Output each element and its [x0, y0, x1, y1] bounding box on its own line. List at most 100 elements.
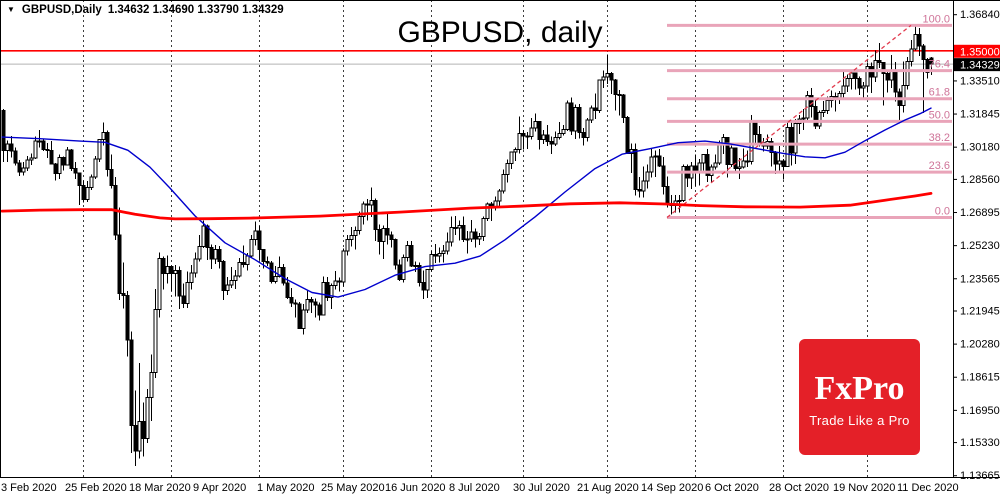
candle	[753, 120, 758, 144]
candle-body-down	[409, 245, 414, 267]
date-tick-label: 18 Mar 2020	[129, 482, 191, 494]
candle	[497, 188, 502, 207]
candle	[741, 148, 746, 169]
candle	[861, 82, 866, 99]
candle	[65, 146, 70, 166]
candle-body-down	[885, 72, 890, 81]
candle-body-down	[297, 303, 302, 329]
candle	[925, 57, 930, 79]
candle	[281, 264, 286, 286]
candle	[277, 256, 282, 278]
candle-body-up	[501, 173, 506, 192]
candle-body-up	[913, 33, 918, 50]
candle-body-up	[605, 73, 610, 78]
candle-body-up	[429, 253, 434, 271]
candle	[797, 115, 802, 135]
candle-body-down	[397, 264, 402, 281]
candle-body-up	[353, 230, 358, 236]
date-tick-label: 9 Apr 2020	[193, 482, 246, 494]
candle-body-up	[681, 166, 686, 202]
candle	[597, 79, 602, 113]
symbol-dropdown-icon[interactable]: ▼	[7, 5, 15, 14]
candle	[21, 162, 26, 176]
candle	[521, 129, 526, 150]
candle-body-up	[65, 149, 70, 166]
candle	[445, 232, 450, 255]
candle-body-up	[89, 176, 94, 189]
candle	[613, 79, 618, 111]
candle-body-up	[901, 84, 906, 107]
candle	[233, 270, 238, 289]
candle	[913, 25, 918, 51]
candle-body-down	[893, 70, 898, 93]
candle-body-down	[261, 249, 266, 263]
candle-body-down	[217, 249, 222, 262]
candle-body-down	[393, 238, 398, 266]
candle	[489, 201, 494, 221]
candle	[129, 331, 134, 454]
candle-body-up	[909, 48, 914, 62]
candle-body-up	[29, 157, 34, 161]
candle	[801, 109, 806, 130]
candle-body-up	[149, 371, 154, 399]
candle	[253, 221, 258, 246]
date-axis: 3 Feb 2020 25 Feb 2020 18 Mar 2020 9 Apr 20…	[1, 482, 959, 494]
candle	[93, 155, 98, 180]
candle-body-up	[653, 155, 658, 158]
candle-body-up	[249, 238, 254, 257]
candle-body-down	[525, 135, 530, 138]
candle-body-up	[213, 249, 218, 260]
candle	[41, 139, 46, 152]
candle-body-up	[541, 134, 546, 141]
candle-body-up	[357, 215, 362, 232]
candle	[9, 136, 14, 158]
candle-body-down	[745, 160, 750, 163]
candle-body-up	[585, 119, 590, 139]
candle-body-up	[369, 199, 374, 206]
chart-title: GBPUSD, daily	[397, 16, 603, 49]
candle-body-down	[929, 57, 934, 65]
candle-body-down	[789, 126, 794, 154]
candle-body-down	[241, 262, 246, 266]
candle	[473, 228, 478, 248]
candle	[609, 71, 614, 94]
candle-body-up	[101, 131, 106, 141]
candle	[589, 105, 594, 123]
candle-body-down	[853, 72, 858, 80]
candle-body-up	[817, 111, 822, 127]
candle-body-up	[801, 117, 806, 120]
candle-body-down	[781, 160, 786, 167]
candle-body-up	[145, 397, 150, 440]
candle	[77, 172, 82, 205]
candle-body-up	[229, 280, 234, 286]
candle	[169, 265, 174, 291]
candle	[109, 154, 114, 189]
candle-body-down	[613, 79, 618, 96]
candle	[641, 166, 646, 198]
candle	[45, 142, 50, 158]
candle-body-up	[449, 226, 454, 243]
candle-body-up	[349, 234, 354, 241]
candle-body-up	[713, 162, 718, 168]
candle-body-down	[9, 143, 14, 152]
candle	[565, 100, 570, 131]
candle-body-down	[537, 121, 542, 141]
candle	[321, 276, 326, 316]
candle	[333, 270, 338, 290]
price-badge-bg	[954, 58, 1000, 72]
price-tick-label: 1.23565	[960, 273, 1000, 285]
candle	[57, 154, 62, 179]
candle-body-up	[25, 159, 30, 169]
candle	[541, 129, 546, 144]
candle	[905, 56, 910, 90]
candle-body-down	[285, 282, 290, 298]
candle-body-up	[153, 308, 158, 373]
candle-body-up	[737, 166, 742, 170]
candle	[165, 255, 170, 284]
candle-body-down	[633, 149, 638, 190]
candle	[237, 257, 242, 278]
candle-body-down	[117, 234, 122, 294]
candle	[397, 259, 402, 282]
candle-body-up	[85, 187, 90, 200]
